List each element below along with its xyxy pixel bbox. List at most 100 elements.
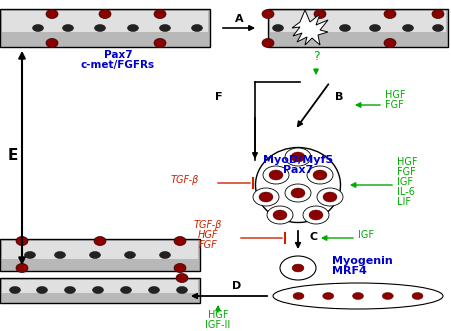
Ellipse shape [432, 10, 444, 19]
Ellipse shape [314, 10, 326, 19]
Ellipse shape [262, 38, 274, 48]
Ellipse shape [92, 287, 103, 294]
Ellipse shape [89, 252, 101, 259]
Ellipse shape [384, 38, 396, 48]
Ellipse shape [412, 293, 423, 300]
Ellipse shape [303, 206, 329, 224]
Ellipse shape [353, 293, 364, 300]
Ellipse shape [303, 24, 313, 31]
Ellipse shape [46, 38, 58, 48]
Text: TGF-β: TGF-β [194, 220, 222, 230]
Ellipse shape [24, 252, 36, 259]
Ellipse shape [148, 287, 160, 294]
Ellipse shape [259, 192, 273, 202]
Text: c-met/FGFRs: c-met/FGFRs [81, 60, 155, 70]
Ellipse shape [291, 188, 305, 198]
Text: Pax7: Pax7 [283, 165, 313, 175]
Text: MyoD/Myf5: MyoD/Myf5 [263, 155, 333, 165]
Bar [0, 277, 200, 303]
Text: A: A [235, 14, 243, 24]
Ellipse shape [323, 293, 334, 300]
Ellipse shape [154, 38, 166, 48]
Text: FGF: FGF [385, 100, 404, 110]
Ellipse shape [291, 152, 305, 162]
Ellipse shape [262, 10, 274, 19]
Ellipse shape [253, 188, 279, 206]
Bar [2, 241, 198, 259]
Ellipse shape [263, 166, 289, 184]
Ellipse shape [272, 24, 284, 31]
Ellipse shape [285, 184, 311, 202]
Text: B: B [335, 92, 343, 102]
Ellipse shape [16, 263, 28, 272]
Bar [268, 9, 448, 47]
Ellipse shape [94, 237, 106, 246]
Text: E: E [8, 148, 18, 163]
Ellipse shape [124, 252, 135, 259]
Bar [0, 239, 200, 271]
Ellipse shape [160, 252, 170, 259]
Text: HGF: HGF [208, 310, 228, 320]
Ellipse shape [46, 10, 58, 19]
Ellipse shape [64, 287, 75, 294]
Text: IGF: IGF [397, 177, 413, 187]
Text: IGF: IGF [358, 230, 374, 240]
Bar [0, 9, 210, 47]
Text: IGF-II: IGF-II [205, 320, 230, 330]
Ellipse shape [340, 24, 350, 31]
Ellipse shape [16, 237, 28, 246]
Ellipse shape [369, 24, 381, 31]
Bar [2, 279, 198, 293]
Text: C: C [310, 232, 318, 242]
Ellipse shape [433, 24, 443, 31]
Ellipse shape [32, 24, 43, 31]
Ellipse shape [382, 293, 393, 300]
Ellipse shape [285, 148, 311, 166]
Ellipse shape [293, 293, 304, 300]
Ellipse shape [176, 273, 188, 282]
Text: LIF: LIF [397, 197, 411, 207]
Ellipse shape [99, 10, 111, 19]
Ellipse shape [154, 10, 166, 19]
Ellipse shape [174, 237, 186, 246]
Bar [2, 11, 208, 32]
Ellipse shape [63, 24, 74, 31]
Ellipse shape [176, 287, 188, 294]
Ellipse shape [120, 287, 132, 294]
Text: HGF: HGF [198, 230, 218, 240]
Text: FGF: FGF [397, 167, 416, 177]
Text: HGF: HGF [397, 157, 418, 167]
Ellipse shape [273, 210, 287, 220]
Ellipse shape [292, 264, 304, 272]
Text: IL-6: IL-6 [397, 187, 415, 197]
Ellipse shape [128, 24, 138, 31]
Ellipse shape [313, 170, 327, 180]
Ellipse shape [192, 24, 202, 31]
Text: Pax7: Pax7 [104, 50, 132, 60]
Ellipse shape [37, 287, 47, 294]
Text: F: F [215, 92, 222, 102]
Ellipse shape [309, 210, 323, 220]
Ellipse shape [174, 263, 186, 272]
Ellipse shape [160, 24, 170, 31]
Ellipse shape [9, 287, 20, 294]
Ellipse shape [280, 256, 316, 280]
Ellipse shape [402, 24, 414, 31]
Text: Myogenin: Myogenin [332, 256, 393, 266]
Text: D: D [232, 281, 241, 291]
Text: FGF: FGF [198, 240, 217, 250]
Ellipse shape [267, 206, 293, 224]
Ellipse shape [273, 283, 443, 309]
Bar [270, 11, 446, 32]
Ellipse shape [384, 10, 396, 19]
Ellipse shape [269, 170, 283, 180]
Text: HGF: HGF [385, 90, 405, 100]
Ellipse shape [95, 24, 106, 31]
Ellipse shape [55, 252, 65, 259]
Text: MRF4: MRF4 [332, 266, 367, 276]
Text: TGF-β: TGF-β [171, 175, 199, 185]
Ellipse shape [323, 192, 337, 202]
Polygon shape [292, 10, 328, 45]
Ellipse shape [317, 188, 343, 206]
Text: ?: ? [313, 50, 319, 63]
